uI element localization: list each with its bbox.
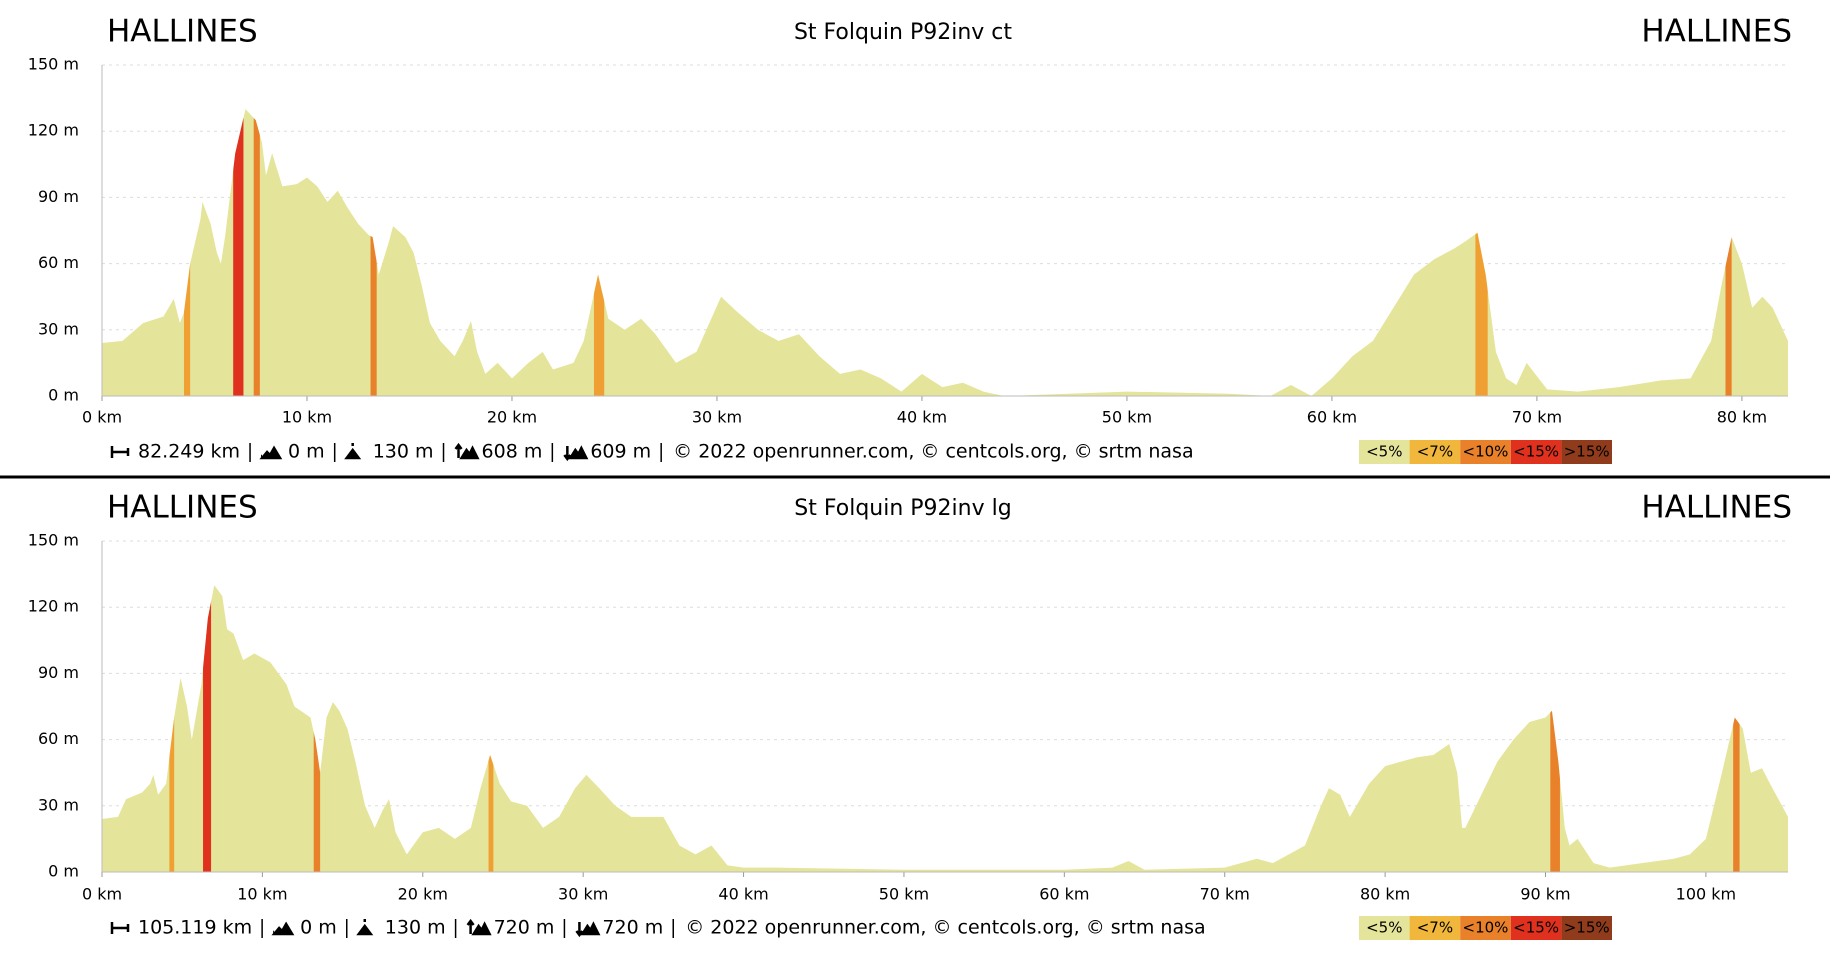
legend-swatch [1460, 440, 1511, 464]
y-tick-label: 0 m [48, 862, 79, 881]
y-tick-label: 90 m [38, 187, 79, 206]
stat-icon [110, 922, 130, 934]
x-tick-label: 50 km [879, 885, 929, 904]
credit: © 2022 openrunner.com, © centcols.org, ©… [685, 917, 1205, 939]
y-tick-label: 120 m [28, 121, 79, 140]
x-tick-label: 70 km [1200, 885, 1250, 904]
stat-value: 130 m [373, 441, 434, 463]
stat-icon [344, 443, 362, 460]
stat-icon [466, 918, 492, 936]
x-tick-label: 80 km [1360, 885, 1410, 904]
gradient-band [1733, 585, 1740, 872]
legend-swatch [1460, 916, 1511, 940]
chart-title: St Folquin P92inv ct [794, 20, 1012, 45]
x-tick-label: 0 km [82, 885, 122, 904]
legend-label: <10% [1463, 443, 1509, 461]
legend-label: <15% [1513, 919, 1559, 937]
stat-icon [563, 445, 589, 462]
y-tick-label: 60 m [38, 253, 79, 272]
elevation-area [102, 585, 1788, 872]
legend-swatch [1359, 440, 1410, 464]
gradient-band [203, 585, 212, 872]
gradient-band [1725, 109, 1732, 396]
x-tick-label: 20 km [398, 885, 448, 904]
legend-swatch [1359, 916, 1410, 940]
end-label: HALLINES [1641, 490, 1792, 526]
legend-label: <7% [1417, 919, 1453, 937]
legend-swatch [1561, 916, 1612, 940]
chart-title: St Folquin P92inv lg [794, 496, 1011, 521]
gradient-band [1475, 109, 1488, 396]
stat-value: 0 m [288, 441, 325, 463]
stat-value: 0 m [300, 917, 337, 939]
y-tick-label: 150 m [28, 531, 79, 550]
legend-swatch [1510, 916, 1562, 940]
x-tick-label: 10 km [282, 408, 332, 427]
stat-icon [454, 442, 480, 460]
stat-value: 105.119 km [138, 917, 252, 939]
x-tick-label: 40 km [897, 408, 947, 427]
stat-value: 130 m [385, 917, 446, 939]
gradient-band [488, 585, 494, 872]
legend-swatch [1409, 440, 1461, 464]
stat-value: 720 m [494, 917, 555, 939]
start-label: HALLINES [107, 14, 258, 50]
x-tick-label: 0 km [82, 408, 122, 427]
legend-swatch [1510, 440, 1562, 464]
y-tick-label: 30 m [38, 795, 79, 814]
x-tick-label: 50 km [1102, 408, 1152, 427]
legend-swatch [1561, 440, 1612, 464]
gradient-band [1550, 585, 1560, 872]
x-tick-label: 30 km [558, 885, 608, 904]
x-tick-label: 60 km [1307, 408, 1357, 427]
legend-swatch [1409, 916, 1461, 940]
stat-value: 82.249 km [138, 441, 240, 463]
x-tick-label: 90 km [1520, 885, 1570, 904]
x-tick-label: 30 km [692, 408, 742, 427]
stat-value: 608 m [482, 441, 543, 463]
end-label: HALLINES [1641, 14, 1792, 50]
x-tick-label: 10 km [237, 885, 287, 904]
gradient-band [233, 109, 244, 396]
x-tick-label: 60 km [1039, 885, 1089, 904]
x-tick-label: 70 km [1512, 408, 1562, 427]
gradient-band [313, 585, 321, 872]
x-tick-label: 100 km [1676, 885, 1736, 904]
stat-value: 609 m [590, 441, 651, 463]
stat-icon [271, 921, 295, 936]
gradient-band [169, 585, 175, 872]
stat-value: 720 m [602, 917, 663, 939]
x-tick-label: 20 km [487, 408, 537, 427]
legend-label: <10% [1463, 919, 1509, 937]
gradient-band [593, 109, 605, 396]
gradient-band [183, 109, 191, 396]
y-tick-label: 120 m [28, 597, 79, 616]
x-tick-label: 80 km [1717, 408, 1767, 427]
stat-icon [575, 921, 601, 938]
stat-icon [110, 446, 130, 458]
stat-icon [259, 445, 283, 460]
elevation-area [102, 109, 1788, 396]
legend-label: >15% [1564, 443, 1610, 461]
legend-label: <15% [1513, 443, 1559, 461]
stat-icon [356, 919, 374, 936]
start-label: HALLINES [107, 490, 258, 526]
y-tick-label: 60 m [38, 729, 79, 748]
legend-label: <5% [1366, 443, 1402, 461]
x-tick-label: 40 km [718, 885, 768, 904]
y-tick-label: 30 m [38, 319, 79, 338]
legend-label: >15% [1564, 919, 1610, 937]
y-tick-label: 90 m [38, 663, 79, 682]
legend-label: <5% [1366, 919, 1402, 937]
gradient-band [370, 109, 377, 396]
credit: © 2022 openrunner.com, © centcols.org, ©… [673, 441, 1193, 463]
y-tick-label: 0 m [48, 386, 79, 405]
legend-label: <7% [1417, 443, 1453, 461]
gradient-band [253, 109, 260, 396]
y-tick-label: 150 m [28, 55, 79, 74]
